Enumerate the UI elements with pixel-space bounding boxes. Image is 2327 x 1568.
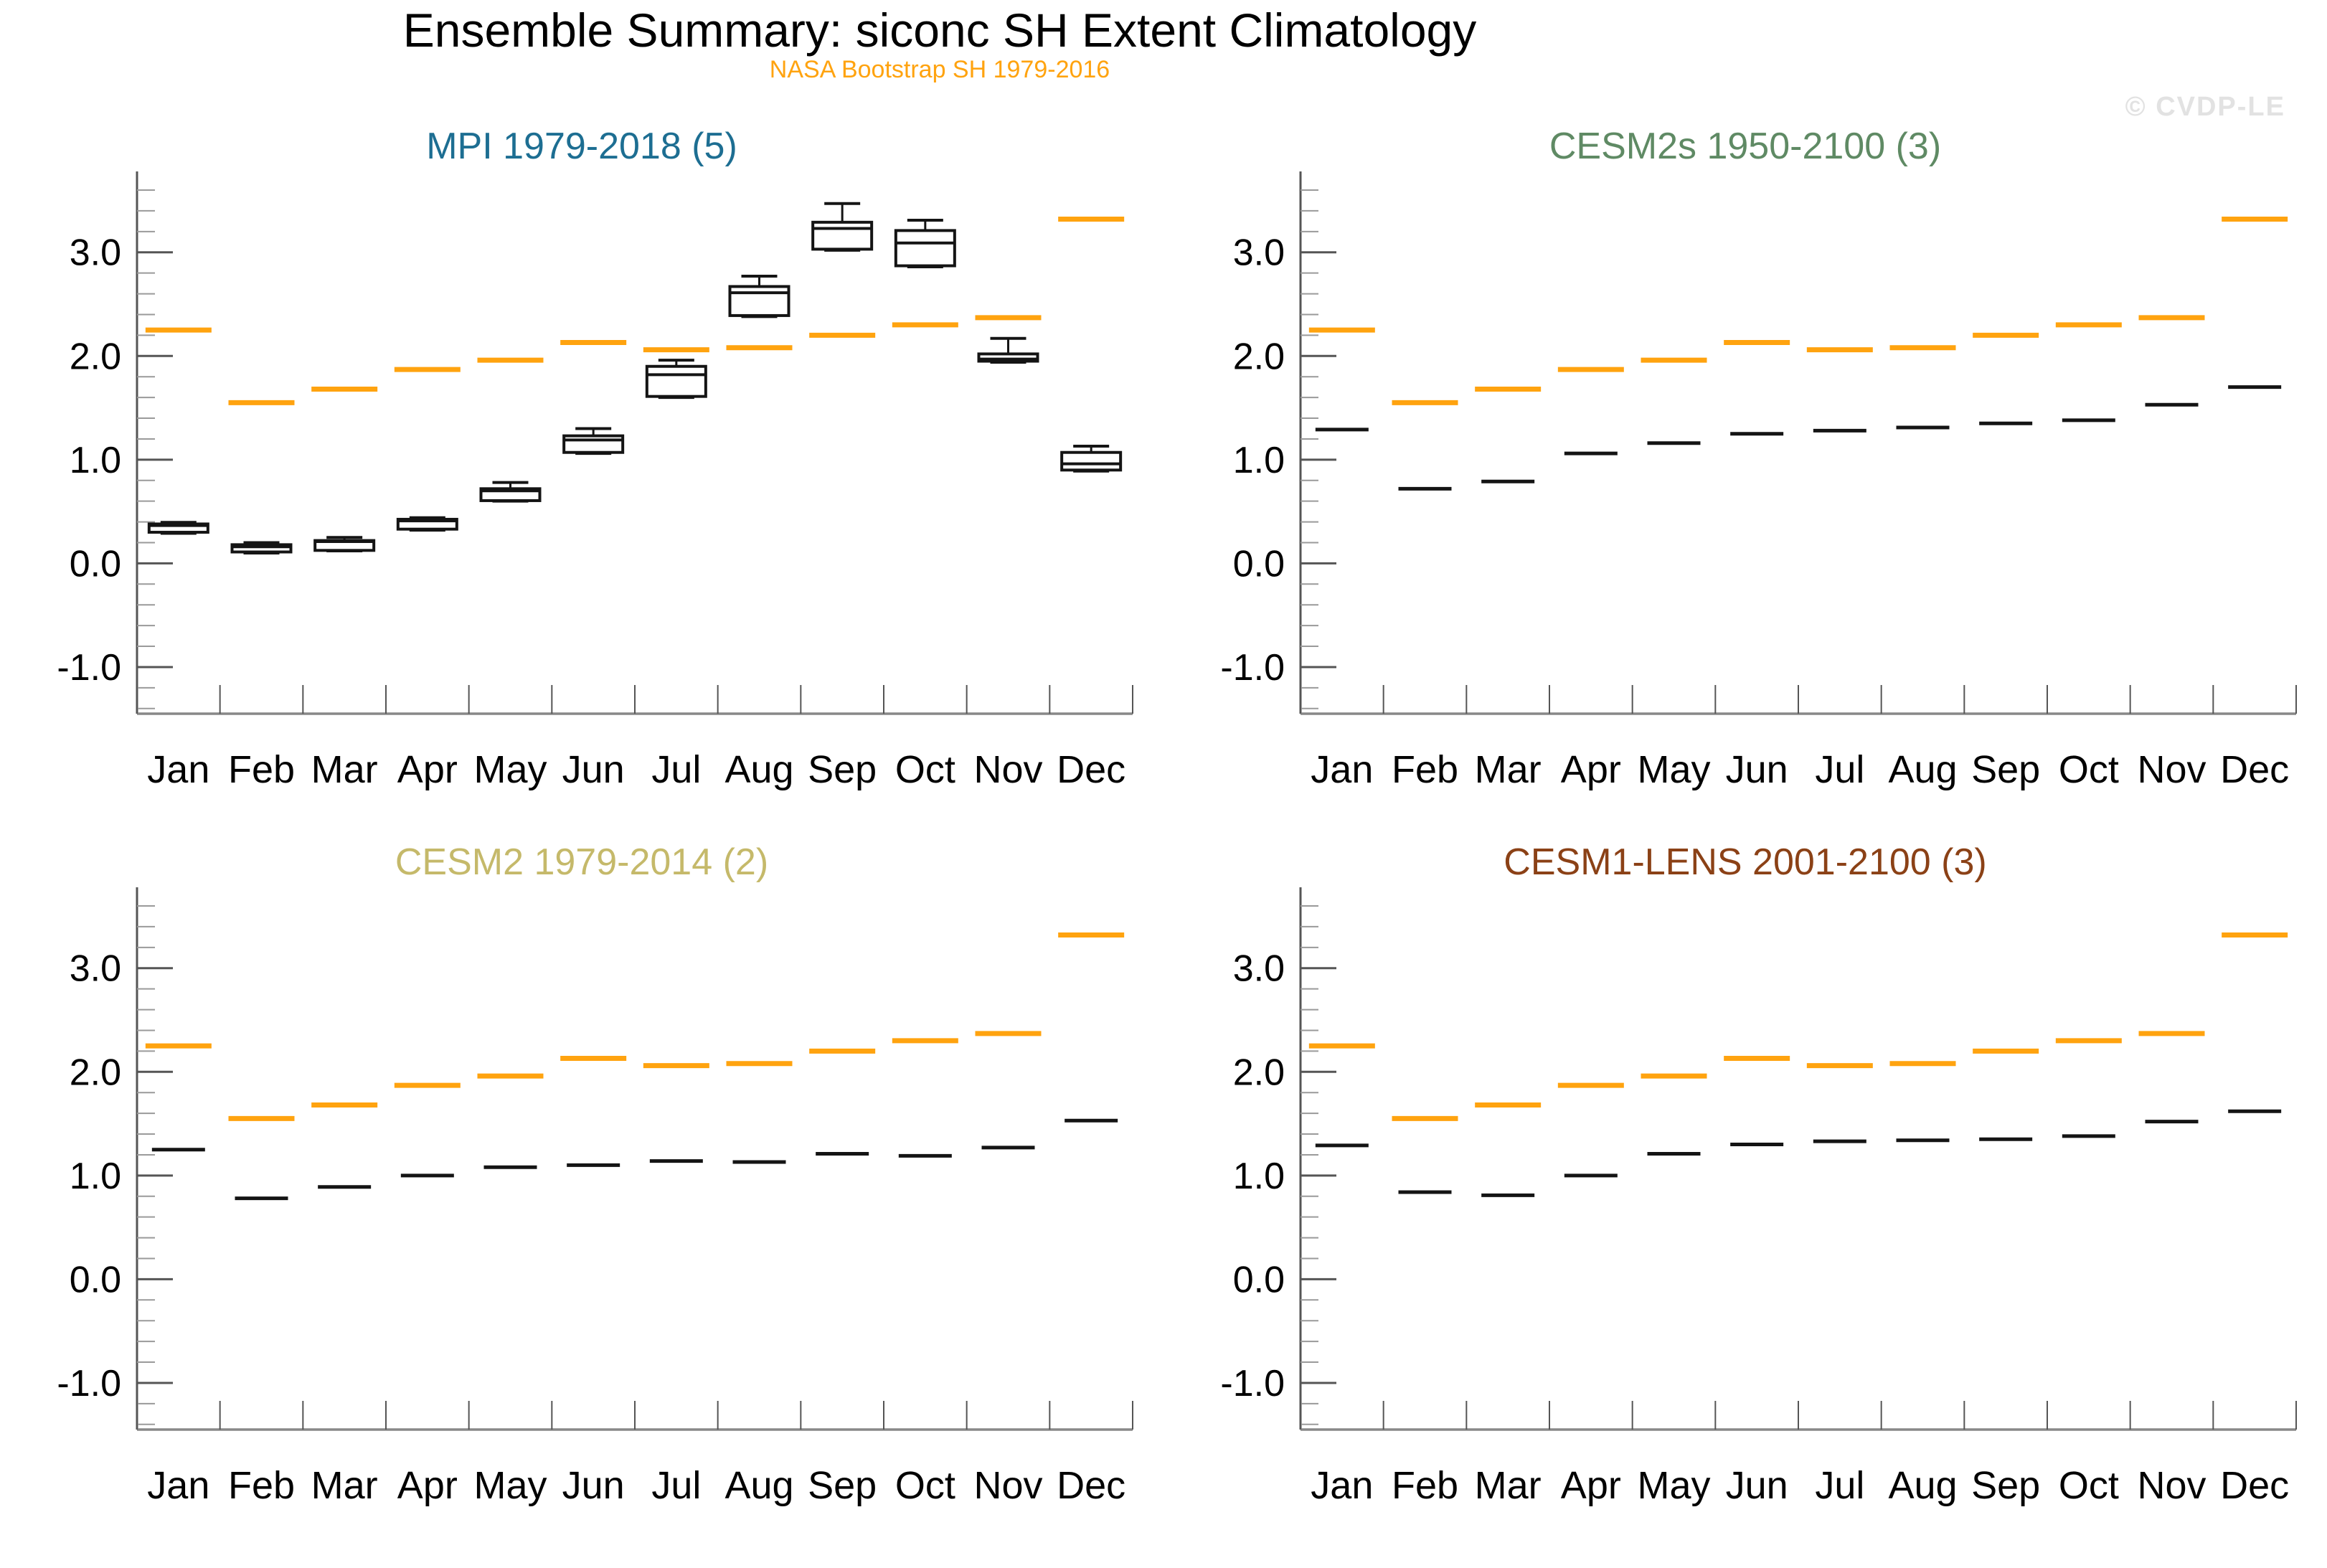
month-label: Jul: [651, 1464, 701, 1507]
month-label: Sep: [808, 748, 877, 791]
y-tick-label: 3.0: [70, 232, 121, 274]
month-label: Aug: [1888, 748, 1957, 791]
ensemble-box: [645, 364, 707, 398]
obs-reference-label: NASA Bootstrap SH 1979-2016: [769, 56, 1110, 84]
month-label: Apr: [397, 1464, 458, 1507]
month-label: May: [1637, 1464, 1710, 1507]
month-label: Jul: [651, 748, 701, 791]
y-tick-label: 2.0: [70, 336, 121, 377]
month-label: Dec: [1057, 1464, 1125, 1507]
month-label: Mar: [311, 748, 378, 791]
ensemble-box: [977, 352, 1039, 363]
y-tick-label: 3.0: [70, 948, 121, 990]
panel-title-cesm2s: CESM2s 1950-2100 (3): [1549, 126, 1942, 167]
panel-mpi: MPI 1979-2018 (5) 3.0 2.0 1.0 0.0 -1.0 Jan Feb…: [0, 126, 1164, 841]
month-label: Jan: [1311, 748, 1373, 791]
month-label: May: [473, 748, 547, 791]
y-tick-label: 2.0: [1233, 1052, 1285, 1093]
ensemble-box: [811, 220, 874, 251]
month-label: Oct: [895, 1464, 955, 1507]
y-tick-label: 0.0: [70, 1259, 121, 1300]
month-label: Jun: [562, 1464, 625, 1507]
figure-title: Ensemble Summary: siconc SH Extent Clima…: [402, 4, 1477, 57]
y-tick-label: 0.0: [1233, 543, 1285, 585]
month-label: Feb: [228, 748, 295, 791]
month-label: Nov: [2137, 1464, 2206, 1507]
figure-header: Ensemble Summary: siconc SH Extent Clima…: [0, 0, 1879, 126]
month-label: Jul: [1815, 748, 1864, 791]
y-tick-label: 0.0: [70, 543, 121, 585]
panel-cesm2s: CESM2s 1950-2100 (3) 3.0 2.0 1.0 0.0 -1.0 Jan…: [1164, 126, 2327, 841]
month-label: Aug: [724, 748, 793, 791]
month-label: Sep: [1971, 748, 2040, 791]
chart-canvas-cesm2: 3.0 2.0 1.0 0.0 -1.0 Jan Feb Mar Apr May Jun Jul Aug…: [57, 887, 1133, 1507]
y-tick-label: 1.0: [70, 440, 121, 481]
y-tick-label: -1.0: [57, 647, 121, 689]
ensemble-box: [894, 229, 956, 268]
month-label: Dec: [2220, 748, 2289, 791]
y-tick-label: 2.0: [1233, 336, 1285, 377]
y-tick-label: -1.0: [1220, 647, 1285, 689]
y-tick-label: 1.0: [70, 1156, 121, 1197]
month-label: Feb: [228, 1464, 295, 1507]
panel-title-cesm2: CESM2 1979-2014 (2): [395, 841, 769, 883]
month-label: May: [473, 1464, 547, 1507]
y-tick-label: 0.0: [1233, 1259, 1285, 1300]
month-label: Jan: [1311, 1464, 1373, 1507]
month-label: Mar: [1475, 1464, 1542, 1507]
ensemble-box: [728, 285, 790, 317]
month-label: Oct: [895, 748, 955, 791]
panel-grid: MPI 1979-2018 (5) 3.0 2.0 1.0 0.0 -1.0 Jan Feb…: [0, 126, 2327, 1557]
cvdp-watermark: © CVDP-LE: [2125, 92, 2285, 122]
y-tick-label: 2.0: [70, 1052, 121, 1093]
month-label: Apr: [397, 748, 458, 791]
month-label: Jan: [147, 748, 209, 791]
month-label: Mar: [311, 1464, 378, 1507]
month-label: Jun: [1726, 748, 1788, 791]
y-tick-label: 1.0: [1233, 1156, 1285, 1197]
y-tick-label: 3.0: [1233, 948, 1285, 990]
y-tick-label: 1.0: [1233, 440, 1285, 481]
ensemble-box: [1060, 450, 1123, 472]
panel-title-cesm1-lens: CESM1-LENS 2001-2100 (3): [1504, 841, 1987, 883]
month-label: Oct: [2059, 748, 2119, 791]
panel-cesm2: CESM2 1979-2014 (2) 3.0 2.0 1.0 0.0 -1.0 Jan F…: [0, 841, 1164, 1557]
panel-cesm1-lens: CESM1-LENS 2001-2100 (3) 3.0 2.0 1.0 0.0 -1.…: [1164, 841, 2327, 1557]
month-label: Jun: [1726, 1464, 1788, 1507]
month-label: Feb: [1392, 1464, 1458, 1507]
month-label: Sep: [808, 1464, 877, 1507]
month-label: Nov: [973, 1464, 1042, 1507]
y-tick-label: 3.0: [1233, 232, 1285, 274]
panel-title-mpi: MPI 1979-2018 (5): [426, 126, 737, 167]
month-label: Mar: [1475, 748, 1542, 791]
month-label: Nov: [973, 748, 1042, 791]
month-label: Apr: [1561, 1464, 1621, 1507]
month-label: Jul: [1815, 1464, 1864, 1507]
month-label: Jun: [562, 748, 625, 791]
y-tick-label: -1.0: [1220, 1363, 1285, 1404]
month-label: Apr: [1561, 748, 1621, 791]
ensemble-box: [562, 434, 625, 454]
month-label: Jan: [147, 1464, 209, 1507]
chart-canvas-cesm1-lens: 3.0 2.0 1.0 0.0 -1.0 Jan Feb Mar Apr May Jun Jul Aug…: [1220, 887, 2297, 1507]
y-tick-label: -1.0: [57, 1363, 121, 1404]
month-label: Sep: [1971, 1464, 2040, 1507]
month-label: Dec: [2220, 1464, 2289, 1507]
chart-canvas-mpi: 3.0 2.0 1.0 0.0 -1.0 Jan Feb Mar Apr May Jun Jul Aug…: [57, 171, 1133, 791]
ensemble-box: [147, 522, 209, 534]
month-label: Oct: [2059, 1464, 2119, 1507]
month-label: Feb: [1392, 748, 1458, 791]
month-label: Aug: [724, 1464, 793, 1507]
month-label: Aug: [1888, 1464, 1957, 1507]
month-label: Nov: [2137, 748, 2206, 791]
month-label: Dec: [1057, 748, 1125, 791]
month-label: May: [1637, 748, 1710, 791]
chart-canvas-cesm2s: 3.0 2.0 1.0 0.0 -1.0 Jan Feb Mar Apr May Jun Jul Aug…: [1220, 171, 2297, 791]
ensemble-box: [230, 543, 293, 554]
